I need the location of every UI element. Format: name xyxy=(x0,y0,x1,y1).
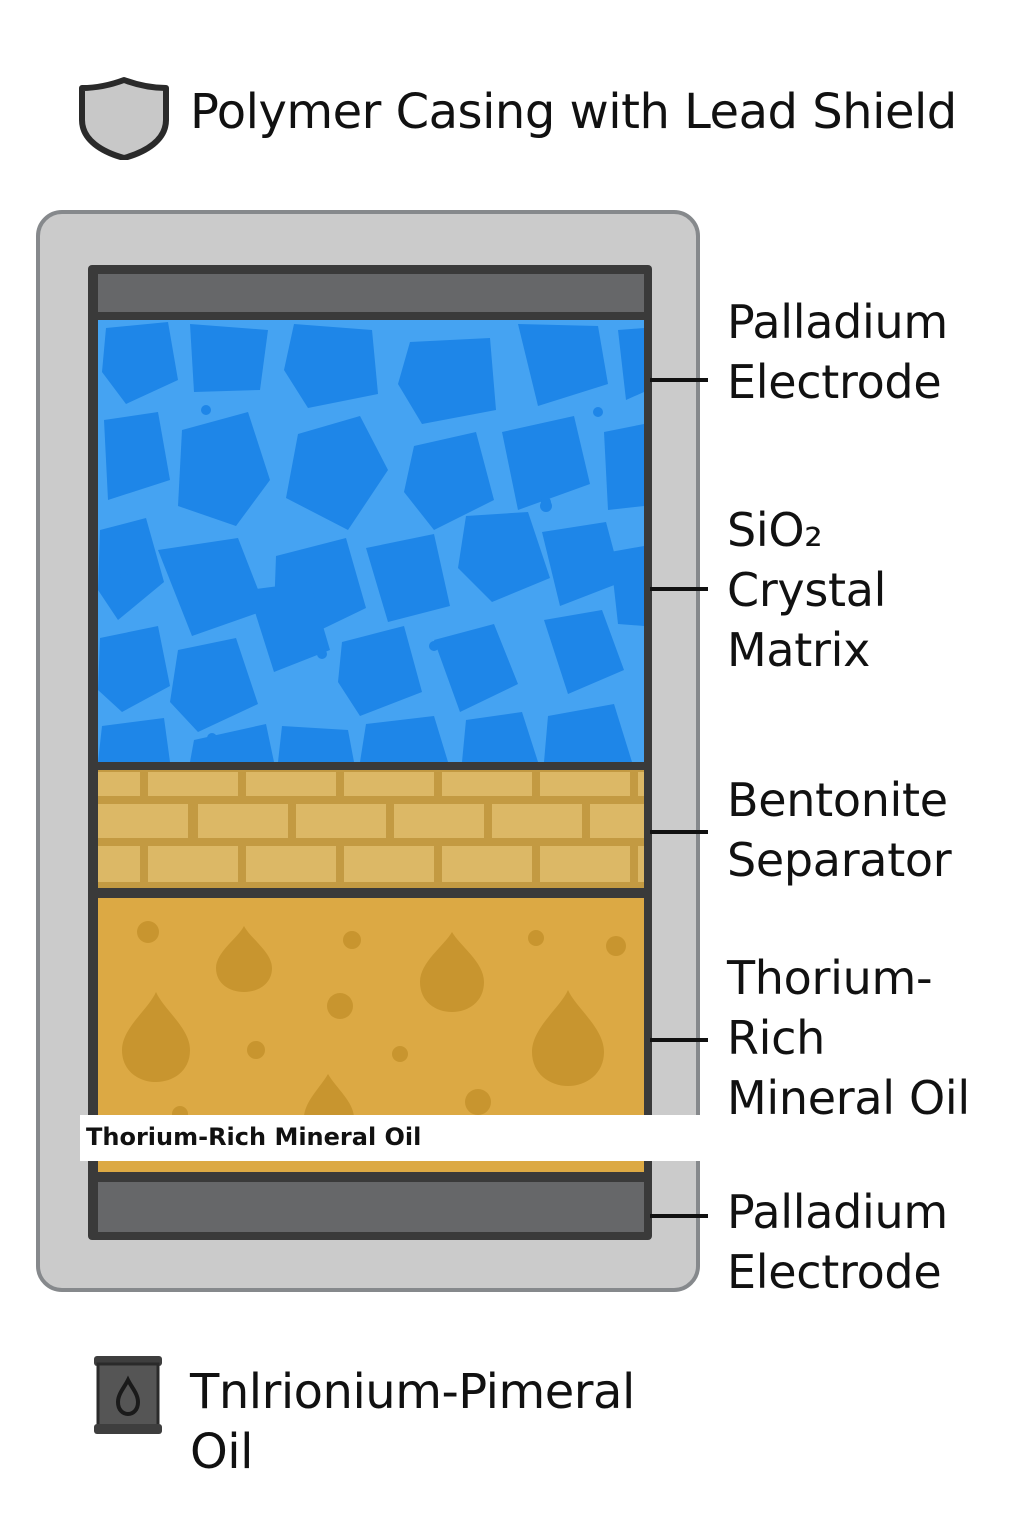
label-line: Thorium- xyxy=(727,951,933,1005)
crystal-texture xyxy=(98,320,644,762)
label-line: Palladium xyxy=(727,1185,948,1239)
leader-line-bentonite xyxy=(650,830,708,834)
leader-line-electrode-bottom xyxy=(650,1214,708,1218)
label-line: Electrode xyxy=(727,1245,942,1299)
label-line: Matrix xyxy=(727,623,871,677)
label-line: Electrode xyxy=(727,355,942,409)
layer-bentonite-separator xyxy=(98,770,644,888)
label-line: Rich xyxy=(727,1011,825,1065)
label-line: Separator xyxy=(727,833,952,887)
shield-icon xyxy=(79,77,169,160)
layer-palladium-electrode-bottom xyxy=(98,1182,644,1232)
label-sio2-crystal-matrix: SiO₂ Crystal Matrix xyxy=(727,500,886,680)
footer-line: Tnlrionium-Pimeral xyxy=(190,1364,635,1420)
footer-caption: Tnlrionium-Pimeral Oil xyxy=(190,1362,635,1482)
leader-line-electrode-top xyxy=(650,378,708,382)
brick-texture xyxy=(98,770,644,888)
label-palladium-electrode-bottom: Palladium Electrode xyxy=(727,1182,948,1302)
label-thorium-rich-mineral-oil: Thorium- Rich Mineral Oil xyxy=(727,948,970,1128)
diagram-title: Polymer Casing with Lead Shield xyxy=(190,84,957,140)
leader-line-crystal xyxy=(650,587,708,591)
label-line: Mineral Oil xyxy=(727,1071,970,1125)
layer-palladium-electrode-top xyxy=(98,274,644,312)
leader-line-oil xyxy=(650,1038,708,1042)
label-line: SiO₂ xyxy=(727,503,823,557)
overlay-oil-label: Thorium-Rich Mineral Oil xyxy=(80,1115,702,1161)
label-bentonite-separator: Bentonite Separator xyxy=(727,770,952,890)
label-line: Bentonite xyxy=(727,773,948,827)
label-palladium-electrode-top: Palladium Electrode xyxy=(727,292,948,412)
label-line: Palladium xyxy=(727,295,948,349)
label-line: Crystal xyxy=(727,563,887,617)
layer-sio2-crystal-matrix xyxy=(98,320,644,762)
footer-line: Oil xyxy=(190,1424,253,1480)
oil-barrel-icon xyxy=(94,1356,162,1434)
